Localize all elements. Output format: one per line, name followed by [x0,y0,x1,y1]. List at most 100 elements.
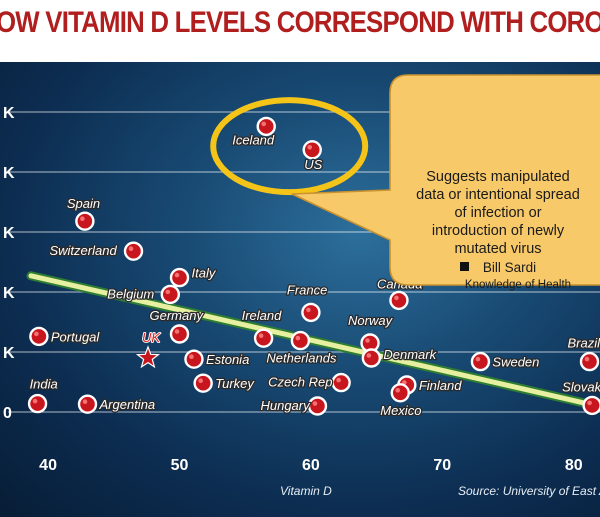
callout-layer [291,74,600,286]
callout-line: introduction of newly [431,223,565,239]
point-slovakia [582,395,600,416]
point-highlight [307,145,313,150]
x-tick-label: 50 [171,457,189,474]
callout-line: Suggests manipulated [426,169,570,185]
point-highlight [394,295,399,301]
point-mexico [390,383,410,403]
point-highlight [587,400,592,406]
point-france [301,302,321,323]
point-labels: Iceland US Spain Switzerland Italy Belgium Fra… [28,131,600,419]
point-highlight [295,335,301,341]
point-belgium [160,284,180,305]
x-tick-label: 40 [39,457,57,474]
highlight-ellipse [210,97,369,196]
label-norway: Norway [348,313,394,328]
point-highlight [189,354,194,360]
point-czech-rep [331,372,351,393]
point-sweden [470,351,491,372]
x-tick-label: 80 [565,457,583,474]
point-highlight [32,398,38,404]
point-highlight [174,272,180,278]
label-uk: UK [142,330,161,345]
label-iceland: Iceland [232,132,275,147]
label-turkey: Turkey [215,376,255,391]
point-switzerland [123,241,144,261]
point-hungary [307,396,328,416]
y-tick-label: 0 [3,405,12,422]
point-iceland [256,116,276,137]
label-italy: Italy [191,266,216,281]
callout-author: Bill Sardi [396,259,600,277]
label-estonia: Estonia [206,352,249,367]
label-portugal: Portugal [51,329,101,344]
label-denmark: Denmark [383,347,437,362]
point-highlight [198,378,203,384]
point-highlight [174,329,180,334]
source-note: Source: University of East A [458,484,600,498]
callout-org: Knowledge of Health [464,279,572,291]
label-france: France [287,282,327,297]
y-tick-label: K [3,165,15,182]
point-highlight [128,246,134,251]
callout-text: Suggests manipulated data or intentional… [396,168,600,293]
label-slovakia: Slovakia [562,379,600,394]
point-highlight [395,388,401,393]
x-axis-label: Vitamin D [280,484,332,498]
x-tick-label: 60 [302,457,320,474]
y-tick-label: K [3,345,15,362]
point-highlight [312,401,318,406]
point-canada [389,290,409,311]
highlight-layer [210,97,369,196]
point-highlight [366,353,372,358]
label-ireland: Ireland [242,308,283,323]
point-highlight [82,399,88,405]
callout-line: of infection or [454,205,542,221]
label-germany: Germany [149,308,204,323]
trendline [28,273,595,408]
point-ireland [253,328,274,348]
data-points [27,116,600,416]
point-turkey [193,373,213,393]
label-argentina: Argentina [99,397,156,412]
point-highlight [34,331,39,337]
callout-bubble [291,74,600,286]
point-highlight [80,216,85,221]
label-belgium: Belgium [107,286,154,301]
point-india [27,393,48,414]
point-brazil [579,351,600,372]
point-germany [169,324,190,344]
callout-author-name: Bill Sardi [482,260,537,275]
label-us: US [304,157,322,172]
point-highlight [165,289,171,295]
y-tick-label: K [3,285,15,302]
point-denmark [361,348,382,368]
scatter-chart: K K K K K 0 40 50 60 70 80 Iceland US Spain Switzerl… [3,74,600,498]
label-finland: Finland [419,378,462,393]
chart-title: OW VITAMIN D LEVELS CORRESPOND WITH CORO… [0,6,600,39]
callout-line: mutated virus [454,241,542,257]
y-axis-ticks: K K K K K 0 [3,105,15,422]
bullet-square-icon [459,262,469,271]
title-banner: OW VITAMIN D LEVELS CORRESPOND WITH CORO… [0,0,600,62]
point-highlight [336,377,341,383]
point-highlight [584,356,590,362]
point-us [302,140,322,160]
point-uk [135,345,161,369]
y-tick-label: K [3,225,15,242]
point-netherlands [290,330,311,351]
plot-area: K K K K K 0 40 50 60 70 80 Iceland US Spain Switzerl… [0,62,600,517]
label-brazil: Brazil [567,336,600,351]
label-spain: Spain [67,196,100,211]
x-tick-label: 70 [433,457,451,474]
point-highlight [306,307,311,313]
point-estonia [184,349,204,369]
trendline-layer [26,271,597,410]
point-highlight [261,121,267,127]
label-hungary: Hungary [260,398,311,413]
point-spain [75,211,95,231]
label-netherlands: Netherlands [266,351,337,366]
point-italy [169,267,190,288]
callout-line: data or intentional spread [416,187,580,203]
point-highlight [365,338,370,343]
